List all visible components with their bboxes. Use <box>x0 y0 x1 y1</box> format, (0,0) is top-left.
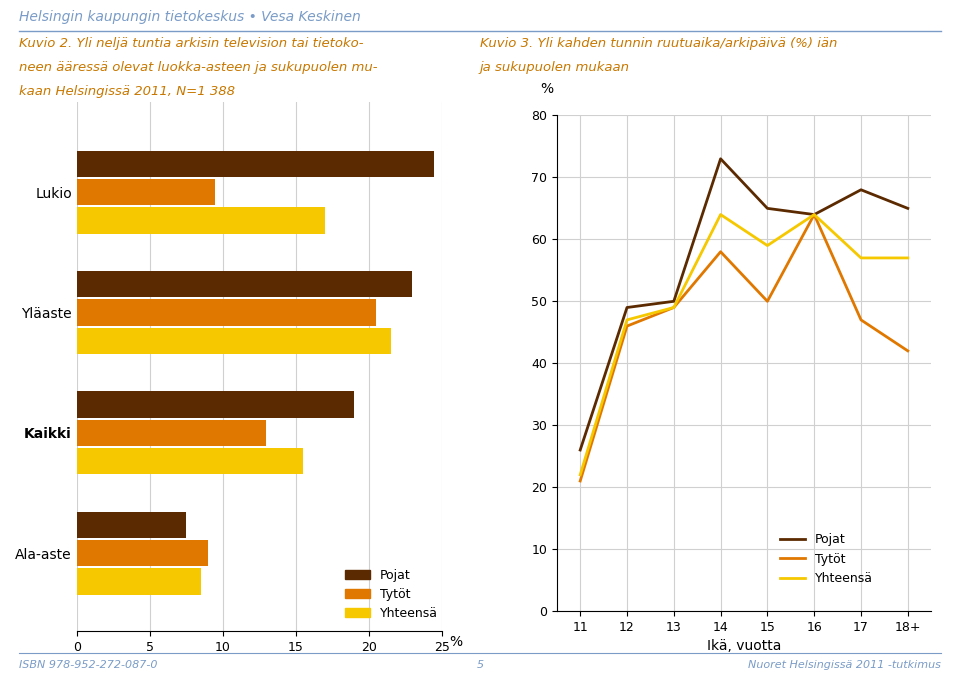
Bar <box>77 568 201 595</box>
Text: %: % <box>449 635 462 649</box>
Text: ja sukupuolen mukaan: ja sukupuolen mukaan <box>480 61 630 74</box>
Bar <box>77 512 186 538</box>
Text: neen ääressä olevat luokka-asteen ja sukupuolen mu-: neen ääressä olevat luokka-asteen ja suk… <box>19 61 377 74</box>
Text: kaan Helsingissä 2011, N=1 388: kaan Helsingissä 2011, N=1 388 <box>19 85 235 98</box>
Text: %: % <box>540 81 553 96</box>
Bar <box>77 391 354 418</box>
Bar <box>77 448 303 475</box>
Text: Kuvio 2. Yli neljä tuntia arkisin television tai tietoko-: Kuvio 2. Yli neljä tuntia arkisin televi… <box>19 37 364 50</box>
Bar <box>77 540 208 566</box>
Bar <box>77 179 215 205</box>
Bar <box>77 420 267 446</box>
Text: Nuoret Helsingissä 2011 -tutkimus: Nuoret Helsingissä 2011 -tutkimus <box>748 661 941 670</box>
Text: Helsingin kaupungin tietokeskus • Vesa Keskinen: Helsingin kaupungin tietokeskus • Vesa K… <box>19 10 361 24</box>
Legend: Pojat, Tytöt, Yhteensä: Pojat, Tytöt, Yhteensä <box>340 564 443 625</box>
Text: Kuvio 3. Yli kahden tunnin ruutuaika/arkipäivä (%) iän: Kuvio 3. Yli kahden tunnin ruutuaika/ark… <box>480 37 837 50</box>
Text: 5: 5 <box>476 661 484 670</box>
Bar <box>77 327 391 354</box>
Bar <box>77 151 434 177</box>
Legend: Pojat, Tytöt, Yhteensä: Pojat, Tytöt, Yhteensä <box>775 528 877 590</box>
Bar <box>77 271 413 297</box>
Bar <box>77 207 324 234</box>
Bar <box>77 299 376 326</box>
Text: ISBN 978-952-272-087-0: ISBN 978-952-272-087-0 <box>19 661 157 670</box>
X-axis label: Ikä, vuotta: Ikä, vuotta <box>707 640 781 653</box>
